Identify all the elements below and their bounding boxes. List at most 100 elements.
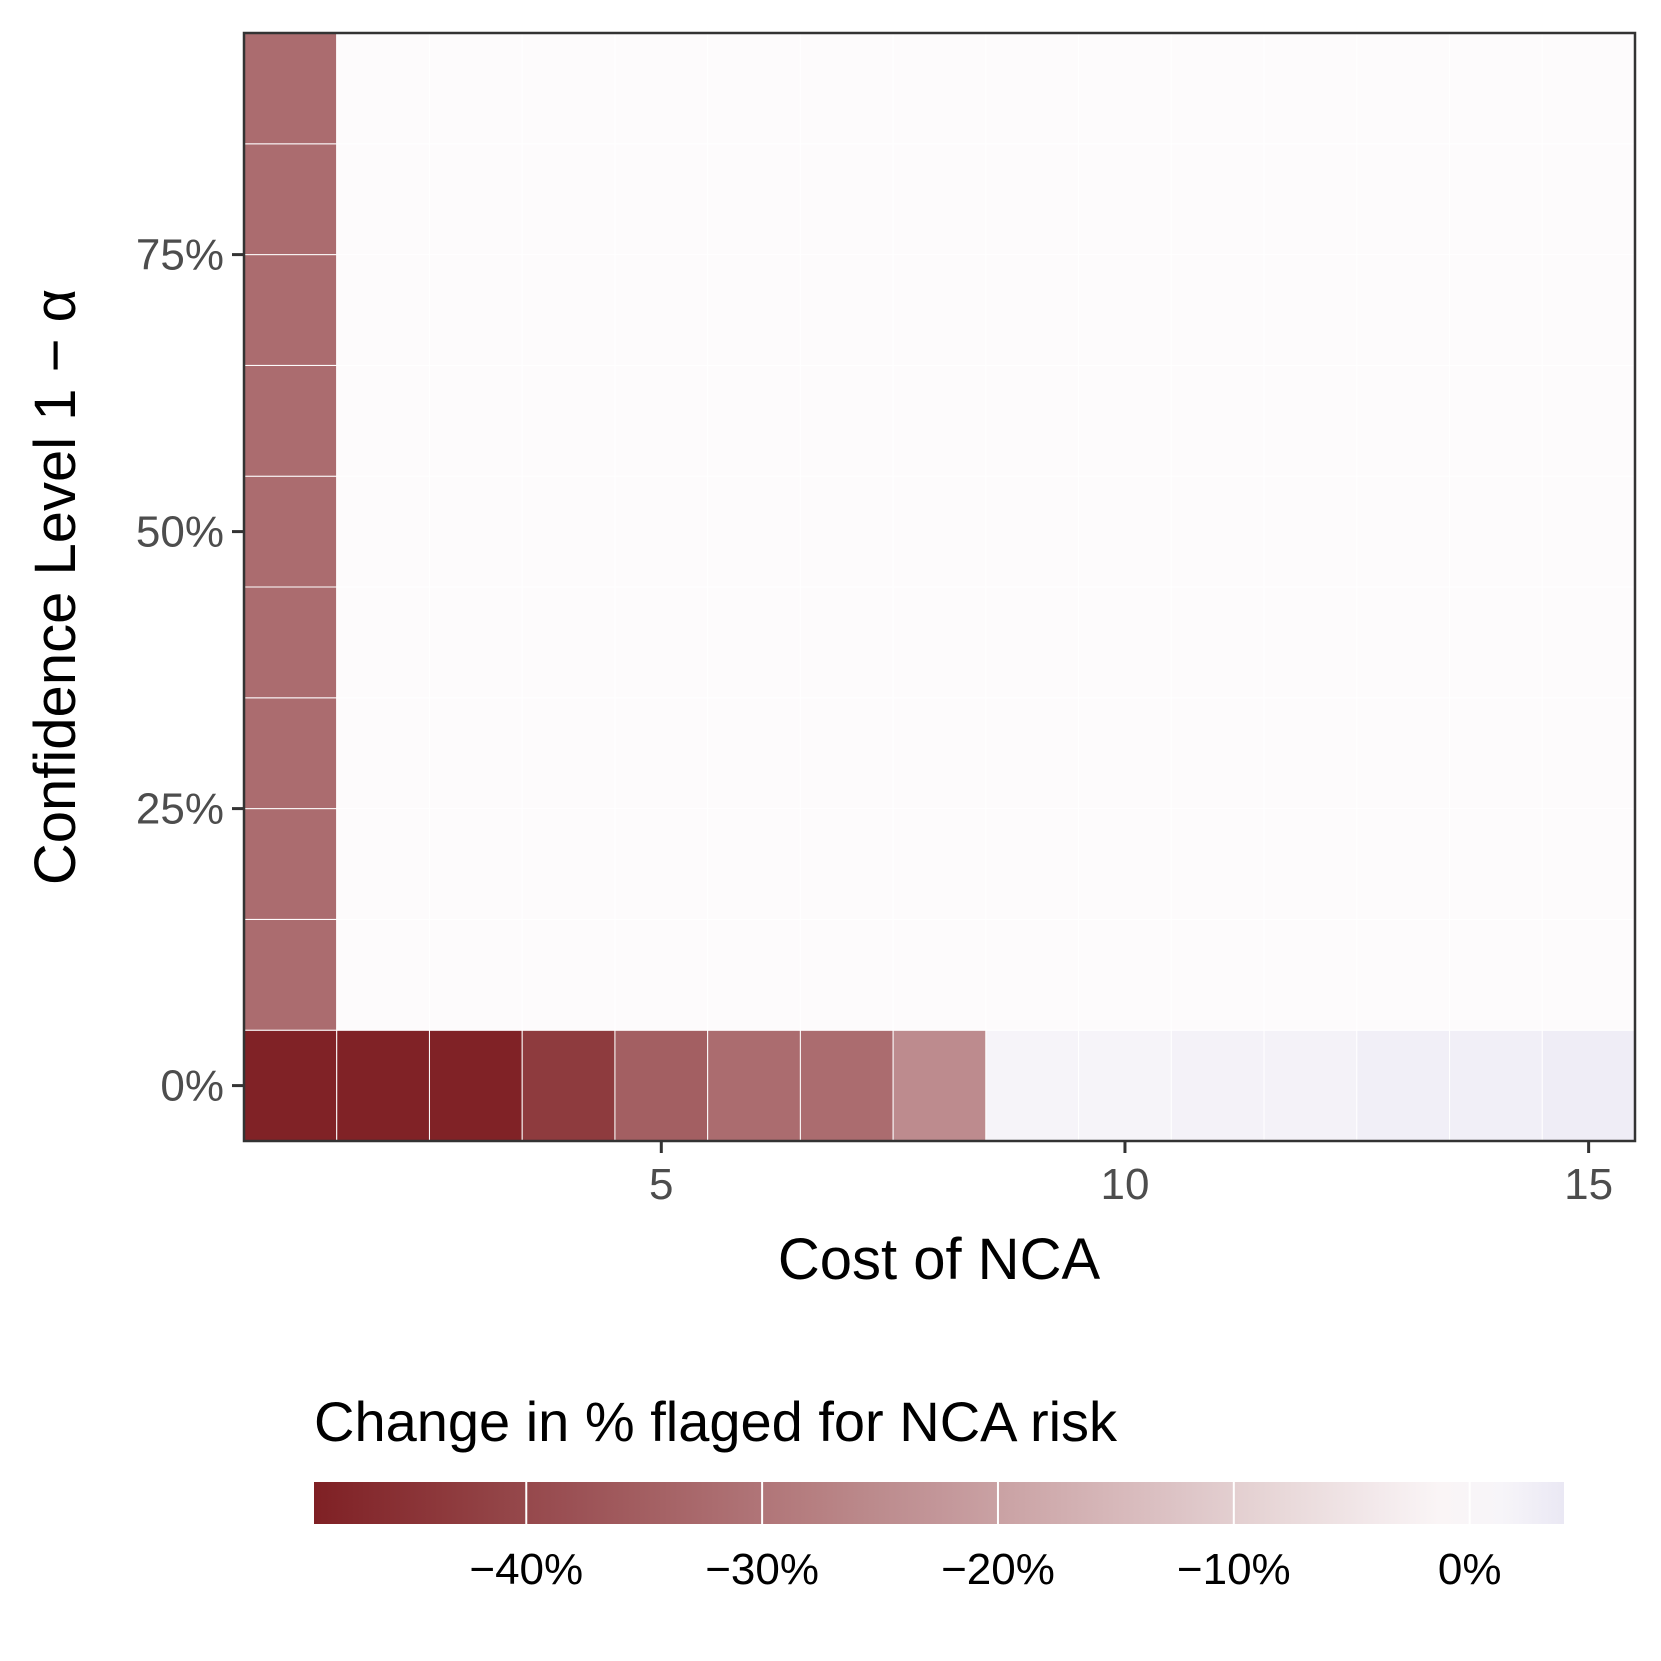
heatmap-cell <box>1078 697 1172 810</box>
heatmap-cell <box>1541 918 1636 1031</box>
legend-tick-label: −40% <box>469 1545 583 1594</box>
heatmap-cell <box>428 697 523 810</box>
heatmap-cell <box>1170 586 1265 699</box>
heatmap-cell <box>1541 808 1636 920</box>
heatmap-cell <box>614 32 709 145</box>
heatmap-cell <box>892 1029 987 1142</box>
heatmap-cell <box>428 364 523 477</box>
heatmap-cell <box>1449 1029 1543 1142</box>
heatmap-cell <box>799 475 894 588</box>
heatmap-cell <box>1541 32 1636 145</box>
heatmap-cell <box>521 586 616 699</box>
heatmap-cell <box>1170 475 1265 588</box>
heatmap-cell <box>1170 254 1265 366</box>
heatmap-cell <box>521 364 616 477</box>
heatmap-cell <box>1263 808 1358 920</box>
legend: −40% −30% −20% −10% 0% <box>314 1482 1564 1594</box>
heatmap-cell <box>336 697 430 810</box>
heatmap-cell <box>707 254 801 366</box>
heatmap-cell <box>521 475 616 588</box>
heatmap-cell <box>243 475 338 588</box>
heatmap-cell <box>1356 143 1451 256</box>
heatmap-cell <box>799 918 894 1031</box>
legend-tick-label: 0% <box>1438 1545 1502 1594</box>
heatmap-cell <box>1356 364 1451 477</box>
heatmap-cell <box>892 475 987 588</box>
heatmap-cell <box>799 143 894 256</box>
heatmap-cell <box>243 143 338 256</box>
heatmap-cell <box>1263 1029 1358 1142</box>
heatmap-cell <box>1356 1029 1451 1142</box>
heatmap-cell <box>521 254 616 366</box>
heatmap-cell <box>243 808 338 920</box>
heatmap-cell <box>1449 364 1543 477</box>
heatmap-cell <box>428 586 523 699</box>
heatmap-cell <box>1263 143 1358 256</box>
heatmap-cell <box>1449 808 1543 920</box>
heatmap-cell <box>1263 918 1358 1031</box>
heatmap-cell <box>1449 143 1543 256</box>
heatmap-cell <box>1078 254 1172 366</box>
heatmap-cell <box>336 586 430 699</box>
heatmap-cell <box>799 254 894 366</box>
panel-border <box>242 31 1637 1143</box>
heatmap-cell <box>892 808 987 920</box>
y-axis: 0% 25% 50% 75% <box>136 231 244 1111</box>
heatmap-cell <box>1541 254 1636 366</box>
heatmap-cell <box>892 254 987 366</box>
heatmap-cell <box>1263 254 1358 366</box>
heatmap-cell <box>799 1029 894 1142</box>
heatmap-cell <box>799 364 894 477</box>
heatmap-cell <box>1170 32 1265 145</box>
x-tick-label: 5 <box>649 1160 673 1209</box>
heatmap-cell <box>521 808 616 920</box>
heatmap-cell <box>707 32 801 145</box>
heatmap-cell <box>1078 1029 1172 1142</box>
heatmap-cell <box>892 918 987 1031</box>
heatmap-cell <box>614 143 709 256</box>
heatmap-cell <box>428 918 523 1031</box>
legend-colorbar <box>314 1482 1564 1524</box>
heatmap-cell <box>1078 32 1172 145</box>
heatmap-cell <box>892 586 987 699</box>
heatmap-cell <box>428 143 523 256</box>
heatmap-cell <box>614 586 709 699</box>
heatmap-cell <box>521 32 616 145</box>
heatmap-cell <box>1078 364 1172 477</box>
heatmap-cell <box>243 364 338 477</box>
heatmap-cell <box>243 586 338 699</box>
heatmap-cell <box>707 918 801 1031</box>
heatmap-cell <box>1541 697 1636 810</box>
heatmap-cell <box>614 364 709 477</box>
heatmap-cell <box>428 475 523 588</box>
heatmap-cell <box>614 254 709 366</box>
heatmap-cell <box>985 254 1080 366</box>
heatmap-cell <box>1170 918 1265 1031</box>
heatmap-cell <box>799 586 894 699</box>
heatmap-cell <box>614 808 709 920</box>
heatmap-cell <box>521 1029 616 1142</box>
heatmap-cell <box>336 32 430 145</box>
heatmap-cell <box>1449 32 1543 145</box>
heatmap-cell <box>1078 586 1172 699</box>
heatmap-cell <box>1449 254 1543 366</box>
heatmap-cell <box>985 475 1080 588</box>
heatmap-cell <box>985 918 1080 1031</box>
heatmap-cell <box>892 364 987 477</box>
heatmap-cell <box>521 697 616 810</box>
heatmap-cell <box>243 32 338 145</box>
heatmap-cell <box>1356 808 1451 920</box>
heatmap-cell <box>1263 586 1358 699</box>
heatmap-cell <box>243 254 338 366</box>
heatmap-cell <box>1078 808 1172 920</box>
heatmap-cell <box>1449 918 1543 1031</box>
heatmap-cell <box>892 697 987 810</box>
heatmap-cell <box>521 143 616 256</box>
heatmap-cell <box>1541 1029 1636 1142</box>
x-axis: 5 10 15 <box>649 1141 1613 1209</box>
heatmap-cell <box>1449 586 1543 699</box>
heatmap-cell <box>985 1029 1080 1142</box>
heatmap-cells <box>243 32 1636 1142</box>
x-tick-label: 10 <box>1100 1160 1149 1209</box>
heatmap-cell <box>1541 586 1636 699</box>
